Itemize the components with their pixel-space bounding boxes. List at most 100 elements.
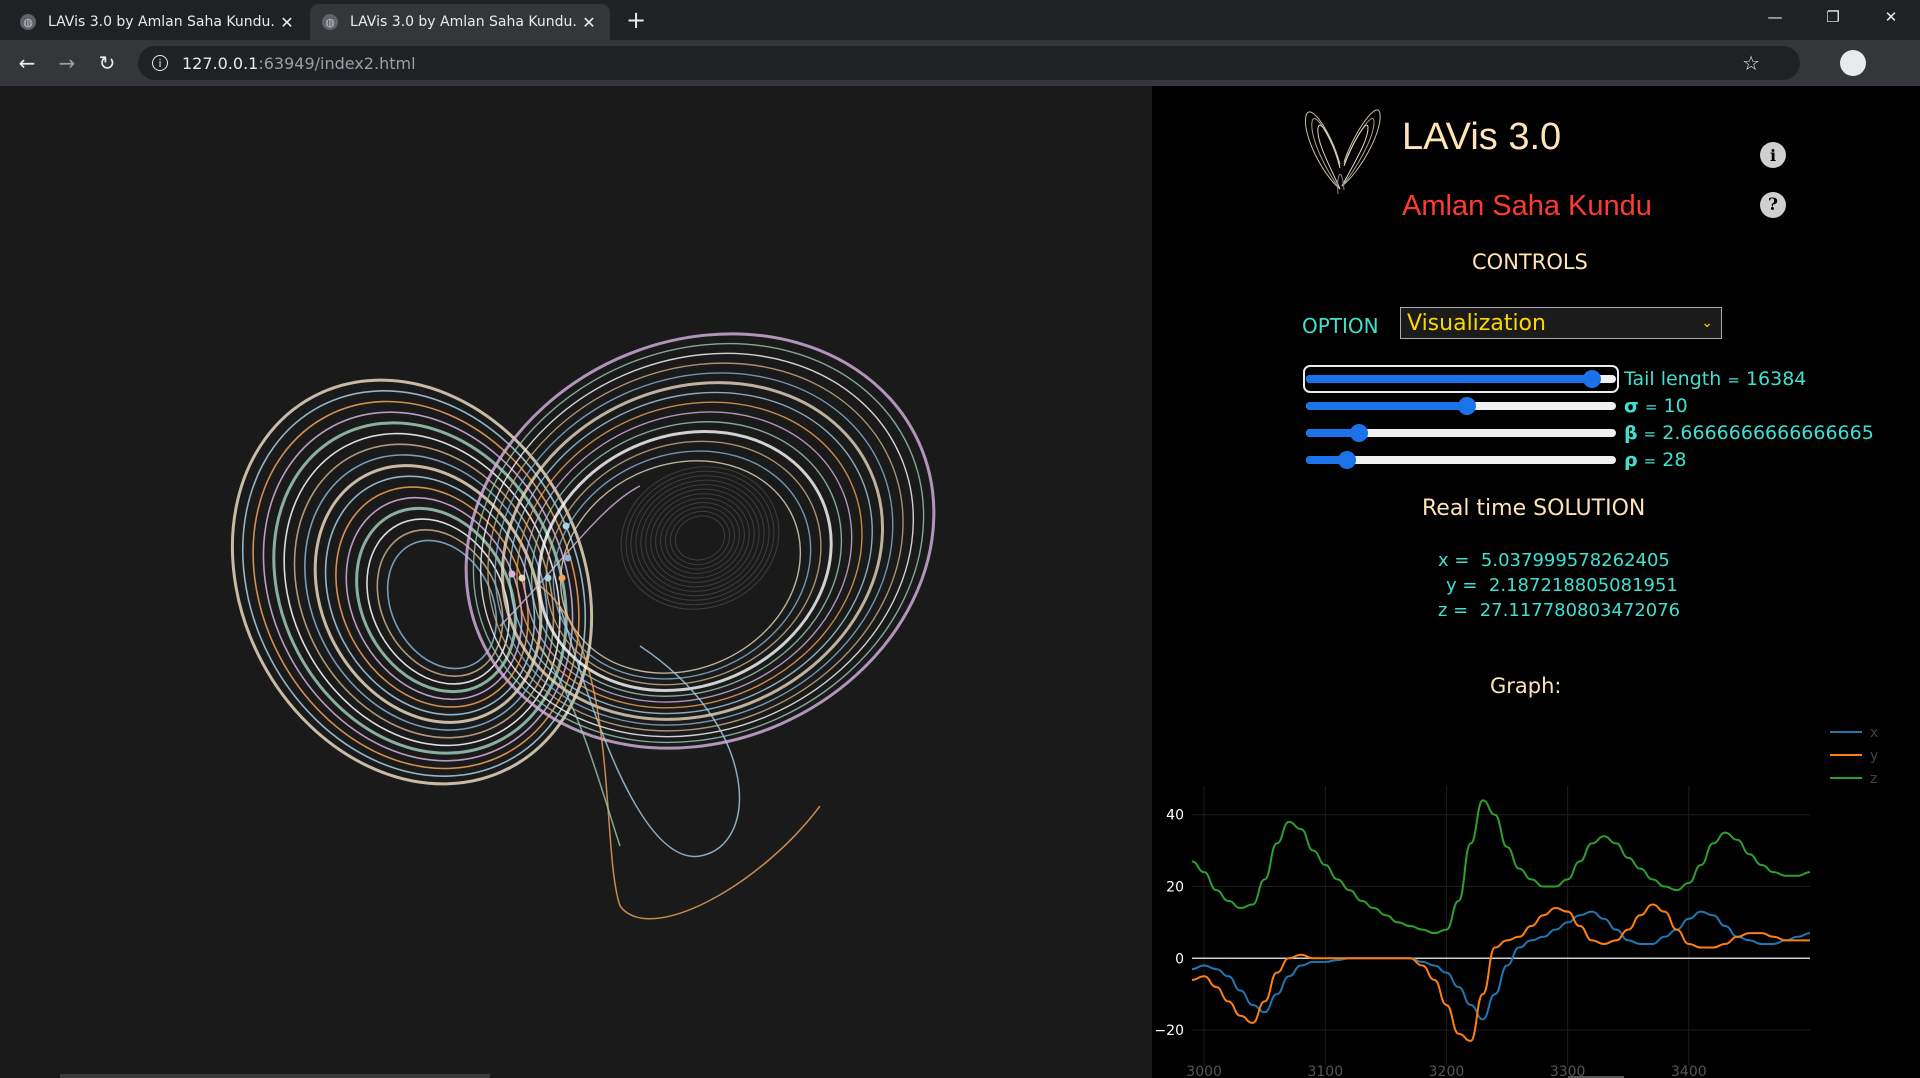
attractor-loop [552, 450, 812, 680]
globe-icon: ◍ [20, 14, 36, 30]
sigma-label: σ = 10 [1624, 395, 1688, 417]
app-title: LAVis 3.0 [1402, 116, 1562, 158]
graph-heading: Graph: [1490, 674, 1562, 698]
slider-symbol: β [1624, 422, 1638, 444]
attractor-loop [625, 470, 775, 606]
new-tab-button[interactable]: + [625, 6, 647, 34]
solution-graph[interactable]: 40 20 0 −20 3000 3100 3200 3300 3400 xyz [1152, 86, 1920, 1078]
restore-icon[interactable]: ❐ [1826, 8, 1840, 26]
graph-scrollbar[interactable] [1568, 1076, 1624, 1078]
option-selected-value: Visualization [1407, 310, 1546, 336]
reload-icon[interactable]: ↻ [98, 51, 116, 75]
info-icon[interactable]: i [152, 55, 168, 71]
address-bar[interactable]: i 127.0.0.1:63949/index2.html ☆ [138, 46, 1800, 80]
close-tab-icon[interactable]: ✕ [582, 12, 596, 32]
slider-fill [1306, 456, 1347, 464]
attractor-loop [283, 432, 561, 747]
attractor-loop [487, 362, 904, 732]
attractor-loop [500, 381, 885, 721]
control-panel: LAVis 3.0 Amlan Saha Kundu i ? CONTROLS … [1152, 86, 1920, 1078]
attractor-loop [630, 475, 770, 601]
lorenz-attractor-drawing [230, 332, 936, 920]
attractor-loop [640, 484, 760, 592]
solution-z-value: 27.117780803472076 [1479, 600, 1681, 621]
x-tick-label: 3200 [1429, 1064, 1465, 1078]
rho-label: ρ = 28 [1624, 449, 1687, 471]
trajectory-head [564, 554, 572, 562]
sigma-slider[interactable] [1306, 395, 1616, 417]
slider-track [1306, 429, 1616, 437]
slider-value: 16384 [1745, 368, 1807, 390]
slider-thumb[interactable] [1458, 397, 1476, 415]
option-select[interactable]: Visualization ⌄ [1400, 307, 1722, 339]
beta-label: β = 2.6666666666666665 [1624, 422, 1874, 444]
attractor-loop [559, 460, 802, 674]
beta-slider[interactable] [1306, 422, 1616, 444]
solution-z-label: z = [1438, 600, 1469, 621]
butterfly-logo-icon [1304, 109, 1381, 195]
attractor-loop [241, 390, 587, 777]
series-line-z [1191, 799, 1811, 935]
attractor-loop [545, 440, 822, 686]
realtime-solution-heading: Real time SOLUTION [1422, 496, 1646, 521]
slider-thumb[interactable] [1583, 370, 1601, 388]
rho-slider[interactable] [1306, 449, 1616, 471]
series-line-x [1191, 910, 1811, 1021]
help-icon[interactable]: ? [1760, 192, 1786, 218]
attractor-loop [230, 378, 594, 786]
slider-value: 10 [1663, 395, 1688, 417]
attractor-loop [674, 515, 726, 561]
slider-thumb[interactable] [1350, 424, 1368, 442]
attractor-loop [523, 411, 853, 703]
back-icon[interactable]: ← [18, 51, 36, 75]
minimize-icon[interactable]: — [1767, 8, 1783, 26]
attractor-loop [669, 511, 731, 565]
attractor-loop [479, 352, 915, 738]
attractor-loop [386, 539, 498, 670]
slider-fill [1306, 402, 1467, 410]
tail-length-label: Tail length = 16384 [1624, 368, 1807, 390]
slider-thumb[interactable] [1338, 451, 1356, 469]
attractor-loop [366, 518, 510, 685]
attractor-loop [313, 464, 543, 724]
solution-x-label: x = [1438, 550, 1470, 571]
slider-fill [1306, 429, 1359, 437]
attractor-strand [539, 645, 621, 847]
profile-avatar-icon[interactable] [1840, 50, 1866, 76]
attractor-loop [464, 332, 936, 750]
browser-tab-1[interactable]: ◍ LAVis 3.0 by Amlan Saha Kundu. ✕ [8, 4, 308, 40]
close-tab-icon[interactable]: ✕ [280, 12, 294, 32]
attractor-loop [472, 342, 925, 744]
globe-icon: ◍ [322, 14, 338, 30]
browser-tab-2[interactable]: ◍ LAVis 3.0 by Amlan Saha Kundu. ✕ [310, 4, 610, 40]
tab-strip: ◍ LAVis 3.0 by Amlan Saha Kundu. ✕ ◍ LAV… [0, 0, 1920, 40]
attractor-loop [530, 421, 843, 697]
tab-title: LAVis 3.0 by Amlan Saha Kundu. [350, 14, 577, 30]
close-window-icon[interactable]: ✕ [1884, 8, 1898, 26]
attractor-loop [537, 430, 833, 692]
solution-z: z = 27.117780803472076 [1438, 600, 1680, 621]
attractor-loop [494, 372, 894, 726]
forward-icon[interactable]: → [58, 51, 76, 75]
attractor-loop [620, 466, 780, 610]
tail-length-slider[interactable] [1303, 365, 1619, 393]
author-name: Amlan Saha Kundu [1402, 190, 1652, 222]
bookmark-star-icon[interactable]: ☆ [1742, 51, 1760, 75]
attractor-loop [272, 421, 568, 755]
url-host: 127.0.0.1 [182, 53, 259, 73]
x-tick-label: 3000 [1186, 1064, 1222, 1078]
option-label: OPTION [1302, 314, 1379, 338]
trajectory-head [544, 574, 552, 582]
trajectory-head [508, 570, 516, 578]
horizontal-scrollbar[interactable] [60, 1074, 490, 1078]
y-tick-label: −20 [1154, 1023, 1184, 1039]
slider-value: 2.6666666666666665 [1662, 422, 1874, 444]
info-icon[interactable]: i [1760, 142, 1786, 168]
attractor-loop [252, 400, 580, 770]
trajectory-head [562, 522, 570, 530]
attractor-strand [539, 585, 821, 920]
attractor-canvas[interactable] [0, 86, 1152, 1078]
slider-symbol: ρ [1624, 449, 1638, 471]
attractor-loop [324, 475, 536, 716]
attractor-loop [509, 391, 873, 715]
